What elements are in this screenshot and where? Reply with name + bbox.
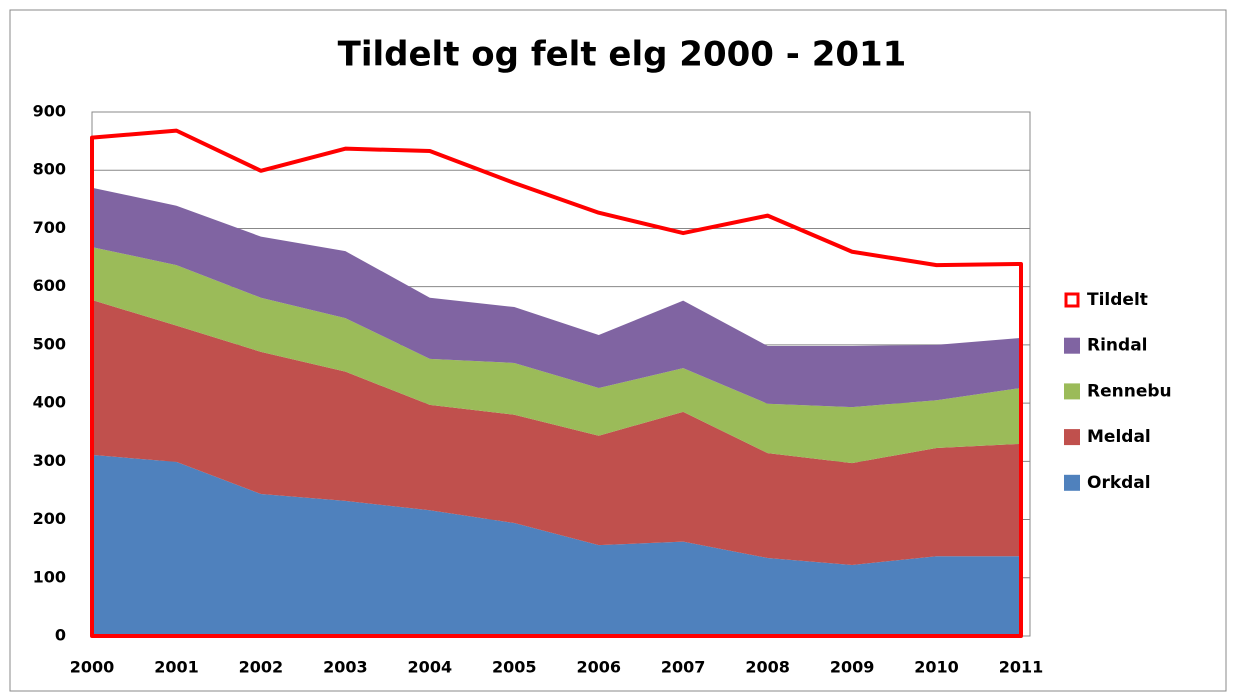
legend-swatch: [1064, 429, 1080, 446]
area: [92, 187, 1021, 408]
y-tick-label: 200: [33, 509, 66, 528]
x-tick-label: 2001: [154, 658, 199, 677]
y-tick-label: 500: [33, 334, 66, 353]
legend-label: Rindal: [1087, 336, 1148, 356]
legend-swatch: [1064, 474, 1080, 491]
chart-title: Tildelt og felt elg 2000 - 2011: [338, 35, 907, 75]
legend-swatch: [1064, 292, 1080, 308]
legend-swatch: [1064, 337, 1080, 354]
legend-label: Meldal: [1087, 427, 1151, 447]
legend-swatch: [1064, 383, 1080, 400]
line: [90, 128, 1023, 638]
y-tick-label: 0: [55, 626, 66, 645]
area: [92, 300, 1021, 565]
x-tick-label: 2000: [70, 658, 115, 677]
legend-label: Tildelt: [1087, 290, 1148, 310]
area: [92, 247, 1021, 464]
x-tick-label: 2005: [492, 658, 537, 677]
y-tick-label: 700: [33, 218, 66, 237]
y-tick-label: 100: [33, 567, 66, 586]
y-tick-label: 800: [33, 160, 66, 179]
legend-label: Orkdal: [1087, 473, 1151, 493]
x-tick-label: 2009: [830, 658, 875, 677]
x-tick-label: 2011: [999, 658, 1044, 677]
y-tick-label: 600: [33, 276, 66, 295]
x-tick-label: 2003: [323, 658, 368, 677]
legend-label: Rennebu: [1087, 381, 1172, 401]
y-tick-label: 300: [33, 451, 66, 470]
x-tick-label: 2007: [661, 658, 706, 677]
x-tick-label: 2008: [745, 658, 790, 677]
y-tick-label: 400: [33, 393, 66, 412]
x-tick-label: 2006: [576, 658, 621, 677]
area: [92, 454, 1021, 636]
x-tick-label: 2010: [914, 658, 959, 677]
x-tick-label: 2004: [408, 658, 453, 677]
y-tick-label: 900: [33, 102, 66, 121]
x-tick-label: 2002: [239, 658, 284, 677]
